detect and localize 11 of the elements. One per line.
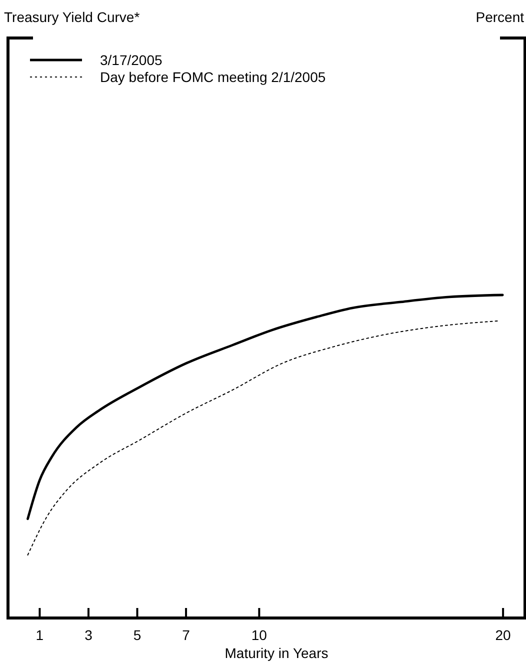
x-axis-title: Maturity in Years: [224, 645, 328, 661]
x-tick-label: 20: [495, 627, 512, 643]
x-tick-label: 10: [251, 627, 268, 643]
chart-title: Treasury Yield Curve*: [4, 9, 140, 25]
legend-label: 3/17/2005: [100, 52, 162, 68]
legend-label: Day before FOMC meeting 2/1/2005: [100, 69, 326, 85]
x-tick-label: 1: [36, 627, 44, 643]
x-tick-label: 7: [182, 627, 190, 643]
x-tick-label: 5: [133, 627, 142, 643]
text: Percent: [476, 9, 524, 25]
x-tick-label: 3: [84, 627, 93, 643]
